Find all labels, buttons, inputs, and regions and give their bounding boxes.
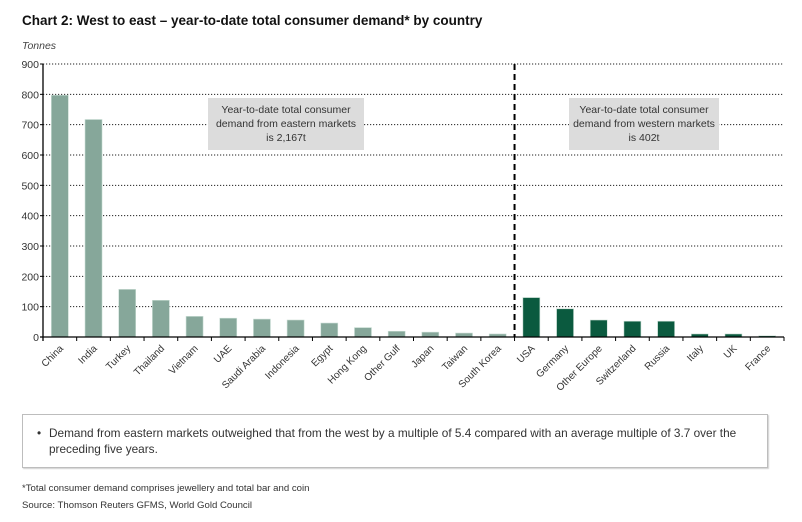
x-tick-label: Turkey — [104, 343, 133, 372]
footnote: *Total consumer demand comprises jewelle… — [22, 483, 310, 494]
y-tick-label: 500 — [21, 180, 39, 192]
source-note: Source: Thomson Reuters GFMS, World Gold… — [22, 500, 252, 511]
key-insight: • Demand from eastern markets outweighed… — [37, 425, 749, 457]
y-tick-label: 600 — [21, 150, 39, 162]
bar — [219, 317, 238, 338]
bars — [51, 94, 776, 338]
y-tick-label: 900 — [21, 59, 39, 71]
bar — [286, 319, 305, 338]
annotation-box-west — [569, 98, 719, 150]
y-tick-label: 700 — [21, 120, 39, 132]
bar — [118, 289, 137, 338]
bar — [320, 322, 339, 338]
x-tick-label: UK — [722, 343, 740, 361]
chart-title: Chart 2: West to east – year-to-date tot… — [22, 13, 483, 28]
x-tick-label: China — [40, 343, 67, 370]
x-tick-label: Thailand — [132, 343, 167, 378]
bar — [421, 331, 440, 338]
bar — [152, 299, 170, 338]
bar — [51, 94, 69, 338]
bar — [522, 297, 541, 338]
annotation-text: demand from eastern markets — [216, 118, 356, 130]
annotations: Year-to-date total consumer demand from e… — [208, 98, 719, 150]
x-tick-label: Japan — [409, 343, 436, 370]
y-tick-label: 800 — [21, 89, 39, 101]
x-tick-label: USA — [515, 343, 538, 366]
x-tick-label: Taiwan — [440, 343, 470, 373]
bullet-icon: • — [37, 426, 42, 440]
x-tick-label: Other Gulf — [362, 343, 403, 384]
axes — [40, 64, 785, 341]
bar — [253, 318, 271, 338]
annotation-text: is 402t — [629, 132, 660, 144]
annotation-box-east — [208, 98, 364, 150]
annotation-text: is 2,167t — [266, 132, 306, 144]
x-tick-label: Russia — [643, 343, 673, 373]
y-axis-label: Tonnes — [22, 40, 57, 52]
annotation-text: Year-to-date total consumer — [221, 104, 351, 116]
bar — [354, 327, 372, 338]
annotation-text: demand from western markets — [573, 118, 715, 130]
bar — [657, 320, 675, 338]
y-tick-label: 100 — [21, 302, 39, 314]
bar-chart: 0 100 200 300 400 500 600 700 800 900 Year-to-dat… — [21, 59, 785, 394]
x-tick-label: India — [77, 343, 100, 366]
key-insight-text: Demand from eastern markets outweighed t… — [49, 426, 737, 456]
x-tick-label: Egypt — [310, 343, 336, 369]
key-insight-box: • Demand from eastern markets outweighed… — [22, 414, 768, 468]
x-tick-label: Vietnam — [167, 343, 201, 377]
y-axis-ticks: 0 100 200 300 400 500 600 700 800 900 — [21, 59, 43, 344]
y-tick-label: 400 — [21, 211, 39, 223]
y-tick-label: 0 — [33, 332, 39, 344]
y-tick-label: 300 — [21, 241, 39, 253]
bar — [623, 320, 642, 338]
x-tick-label: France — [743, 343, 773, 373]
bar — [589, 319, 608, 338]
bar — [556, 308, 574, 338]
bar — [84, 119, 103, 338]
bar — [185, 316, 204, 338]
x-tick-label: Indonesia — [263, 343, 302, 382]
y-tick-label: 200 — [21, 271, 39, 283]
bar — [387, 330, 406, 338]
x-tick-label: Italy — [685, 343, 706, 364]
x-tick-label: UAE — [212, 343, 235, 366]
annotation-text: Year-to-date total consumer — [579, 104, 709, 116]
